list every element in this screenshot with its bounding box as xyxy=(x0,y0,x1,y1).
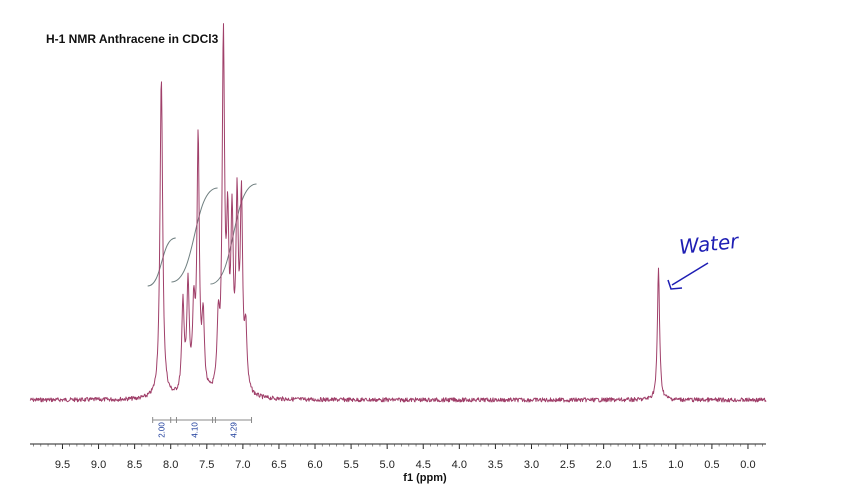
x-tick-label: 3.0 xyxy=(524,459,539,471)
x-tick-label: 8.0 xyxy=(163,459,178,471)
x-tick-label: 2.0 xyxy=(596,459,611,471)
integral-value-label: 2.00 xyxy=(158,422,167,438)
x-tick-label: 0.5 xyxy=(704,459,719,471)
x-tick-label: 5.0 xyxy=(380,459,395,471)
water-arrow-head xyxy=(667,279,683,290)
water-label: Water xyxy=(678,229,741,259)
x-axis-label: f1 (ppm) xyxy=(403,472,447,484)
integral-curves xyxy=(147,183,257,287)
x-tick-label: 9.0 xyxy=(91,459,106,471)
water-arrow-shaft xyxy=(671,262,709,286)
integral-curve xyxy=(210,183,257,285)
x-tick-label: 4.5 xyxy=(416,459,431,471)
x-tick-label: 0.0 xyxy=(740,459,755,471)
x-tick-label: 6.0 xyxy=(307,459,322,471)
integral-bar: 2.00 4.10 4.29 xyxy=(152,417,253,438)
integral-value-label: 4.10 xyxy=(191,422,200,438)
integral-curve xyxy=(147,237,176,287)
x-tick-label: 9.5 xyxy=(55,459,70,471)
spectrum-layer xyxy=(29,23,767,403)
chart-title: H-1 NMR Anthracene in CDCl3 xyxy=(46,32,219,46)
integral-curve xyxy=(171,187,218,283)
water-annotation: Water xyxy=(667,229,741,290)
x-tick-label: 7.5 xyxy=(199,459,214,471)
spectrum-series-line xyxy=(29,23,767,403)
x-tick-label: 4.0 xyxy=(452,459,467,471)
integral-value-label: 4.29 xyxy=(229,422,238,438)
x-tick-label: 6.5 xyxy=(271,459,286,471)
x-tick-label: 1.5 xyxy=(632,459,647,471)
x-ticks: 9.5 9.0 8.5 8.0 7.5 7.0 6.5 6.0 5.5 5.0 4.5 4.0 3.5 3… xyxy=(33,444,763,471)
x-tick-label: 5.5 xyxy=(343,459,358,471)
x-tick-label: 1.0 xyxy=(668,459,683,471)
x-tick-label: 7.0 xyxy=(235,459,250,471)
x-tick-label: 8.5 xyxy=(127,459,142,471)
x-tick-label: 2.5 xyxy=(560,459,575,471)
x-tick-label: 3.5 xyxy=(488,459,503,471)
